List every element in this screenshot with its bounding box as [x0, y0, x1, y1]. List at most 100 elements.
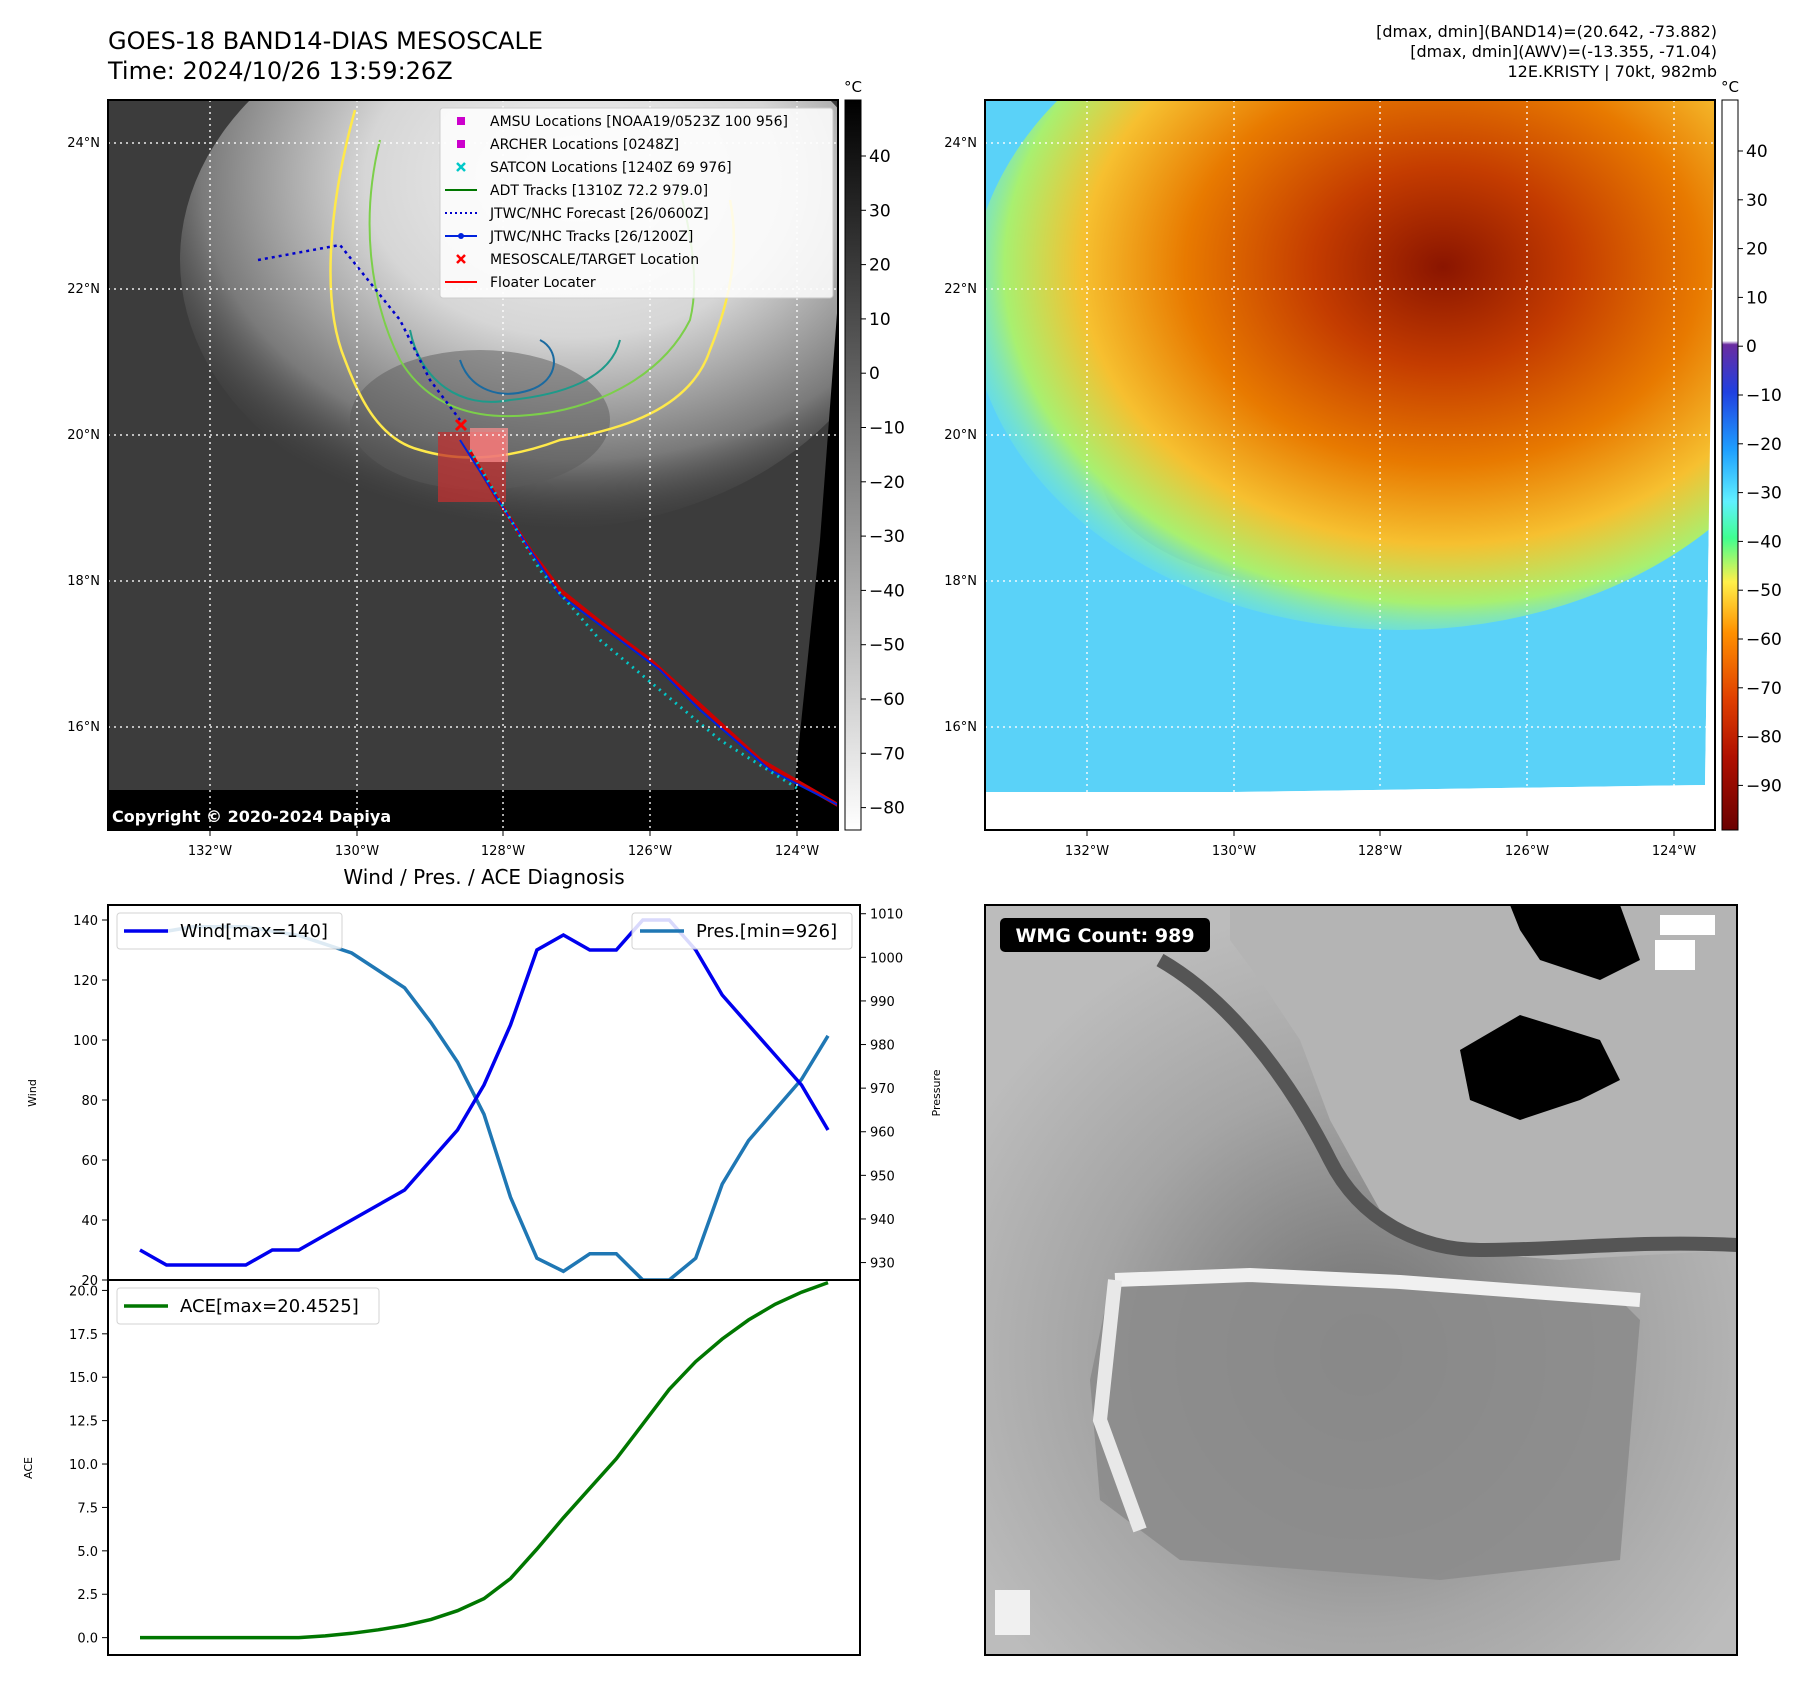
lat-tick-label: 18°N [67, 574, 100, 589]
gray-colorbar-tick: 20 [869, 256, 891, 276]
gray-colorbar-unit: °C [844, 78, 862, 96]
wind-axis-ticks: 20 40 60 80 100 120 140 [73, 914, 108, 1289]
ace-axis-ticks: 0.0 2.5 5.0 7.5 10.0 12.5 15.0 17.5 20.0 [69, 1284, 108, 1647]
legend-item: AMSU Locations [NOAA19/0523Z 100 956] [490, 114, 788, 130]
lon-tick-label: 126°W [628, 844, 672, 859]
map1-contour-teal [409, 329, 621, 403]
map1-contour-blue [459, 339, 555, 395]
color-colorbar-tick: −30 [1746, 484, 1782, 504]
archer-legend-icon [457, 140, 465, 148]
color-colorbar-tick: −90 [1746, 776, 1782, 796]
gray-colorbar-tick: −80 [869, 799, 905, 819]
pressure-tick-label: 960 [870, 1126, 895, 1141]
pressure-tick-label: 930 [870, 1257, 895, 1272]
wind-tick-label: 20 [81, 1274, 98, 1289]
lon-tick-label: 124°W [1652, 844, 1696, 859]
ace-tick-label: 12.5 [69, 1415, 98, 1430]
wmg-boundary [1156, 953, 1738, 1258]
wmg-dark-patch-1 [1460, 1015, 1620, 1120]
lon-tick-label: 124°W [775, 844, 819, 859]
pressure-axis-ticks: 930 940 950 960 970 980 990 1000 1010 [860, 908, 903, 1272]
pressure-legend-label: Pres.[min=926] [696, 921, 837, 942]
ace-tick-label: 5.0 [77, 1545, 98, 1560]
gray-colorbar-ticks: 40 30 20 10 0 −10 −20 −30 −40 −50 −60 −70 −80 [861, 147, 905, 819]
gray-colorbar-tick: −60 [869, 690, 905, 710]
wind-tick-label: 40 [81, 1214, 98, 1229]
pressure-tick-label: 970 [870, 1082, 895, 1097]
lon-tick-label: 132°W [188, 844, 232, 859]
lat-tick-label: 16°N [944, 720, 977, 735]
target-marker [454, 418, 468, 432]
ace-tick-label: 0.0 [77, 1632, 98, 1647]
color-colorbar-tick: −20 [1746, 435, 1782, 455]
target-legend-icon [456, 254, 466, 264]
wind-axis-label: Wind [26, 1079, 39, 1107]
legend-item: MESOSCALE/TARGET Location [490, 252, 699, 268]
gray-colorbar-tick: −50 [869, 636, 905, 656]
color-colorbar-tick: −10 [1746, 386, 1782, 406]
title-line-1: GOES-18 BAND14-DIAS MESOSCALE [108, 27, 544, 55]
map1-cloud-band [350, 350, 610, 490]
ace-series-line [140, 1280, 829, 1640]
lon-tick-label: 126°W [1505, 844, 1549, 859]
pressure-tick-label: 950 [870, 1169, 895, 1184]
lat-tick-label: 18°N [944, 574, 977, 589]
ace-tick-label: 10.0 [69, 1458, 98, 1473]
gray-colorbar-tick: 10 [869, 310, 891, 330]
legend-item: Floater Locater [490, 275, 596, 291]
map1-frame [107, 99, 839, 831]
color-colorbar-tick: 30 [1746, 191, 1768, 211]
color-colorbar-tick: −40 [1746, 532, 1782, 552]
wmg-bright-edge [1114, 1267, 1641, 1307]
lat-tick-label: 24°N [944, 136, 977, 151]
ace-chart: ACE 0.0 2.5 5.0 7.5 10.0 12.5 15.0 17.5 20.0 ACE… [22, 1279, 861, 1656]
wmg-white-patch-1 [1660, 915, 1715, 935]
title-line-2: Time: 2024/10/26 13:59:26Z [108, 57, 453, 85]
wind-tick-label: 140 [73, 914, 98, 929]
wmg-dark-patch-2 [1510, 905, 1640, 980]
gray-colorbar-tick: −10 [869, 419, 905, 439]
pressure-tick-label: 980 [870, 1039, 895, 1054]
gray-colorbar-tick: −20 [869, 473, 905, 493]
wmg-label-box [1000, 918, 1210, 952]
info-line-3: 12E.KRISTY | 70kt, 982mb [1507, 62, 1718, 81]
main-title: GOES-18 BAND14-DIAS MESOSCALE Time: 2024… [108, 26, 543, 86]
jtwc-track [459, 439, 838, 806]
lat-tick-label: 20°N [67, 428, 100, 443]
map1-lon-ticks: 132°W 130°W 128°W 126°W 124°W [188, 830, 819, 859]
pressure-legend: Pres.[min=926] [631, 912, 853, 950]
satcon-legend-icon [456, 162, 466, 172]
lat-tick-label: 22°N [944, 282, 977, 297]
wmg-panel: WMG Count: 989 [984, 904, 1738, 1656]
color-colorbar-unit: °C [1721, 78, 1739, 96]
map1-bottom-band [108, 790, 838, 830]
pressure-tick-label: 1000 [870, 951, 903, 966]
lon-tick-label: 128°W [481, 844, 525, 859]
color-colorbar-tick: 40 [1746, 142, 1768, 162]
lon-tick-label: 130°W [1212, 844, 1256, 859]
map2-lon-ticks: 132°W 130°W 128°W 126°W 124°W [1065, 830, 1696, 859]
gray-colorbar-tick: −40 [869, 581, 905, 601]
wmg-eye-region [1090, 1275, 1640, 1580]
gray-colorbar-tick: −30 [869, 527, 905, 547]
color-colorbar-tick: −80 [1746, 728, 1782, 748]
pressure-tick-label: 940 [870, 1213, 895, 1228]
map1-legend: AMSU Locations [NOAA19/0523Z 100 956] AR… [439, 107, 834, 299]
stats-info: [dmax, dmin](BAND14)=(20.642, -73.882) [… [1117, 22, 1717, 82]
wmg-white-patch-3 [995, 1590, 1030, 1635]
map2-storm-core [985, 100, 1715, 630]
pressure-tick-label: 990 [870, 995, 895, 1010]
ace-legend-label: ACE[max=20.4525] [180, 1296, 359, 1317]
color-colorbar-ticks: 40 30 20 10 0 −10 −20 −30 −40 −50 −60 −70 −80 −90 [1738, 142, 1782, 796]
color-colorbar-tick: −60 [1746, 630, 1782, 650]
wind-tick-label: 100 [73, 1034, 98, 1049]
lon-tick-label: 132°W [1065, 844, 1109, 859]
legend-item: JTWC/NHC Tracks [26/1200Z] [489, 229, 693, 245]
info-line-1: [dmax, dmin](BAND14)=(20.642, -73.882) [1376, 22, 1717, 41]
ace-tick-label: 2.5 [77, 1588, 98, 1603]
map2-lat-ticks: 24°N 22°N 20°N 18°N 16°N [944, 136, 977, 735]
wmg-white-patch-2 [1655, 940, 1695, 970]
wind-series-line [139, 918, 830, 1267]
color-colorbar-tick: 10 [1746, 288, 1768, 308]
lat-tick-label: 20°N [944, 428, 977, 443]
